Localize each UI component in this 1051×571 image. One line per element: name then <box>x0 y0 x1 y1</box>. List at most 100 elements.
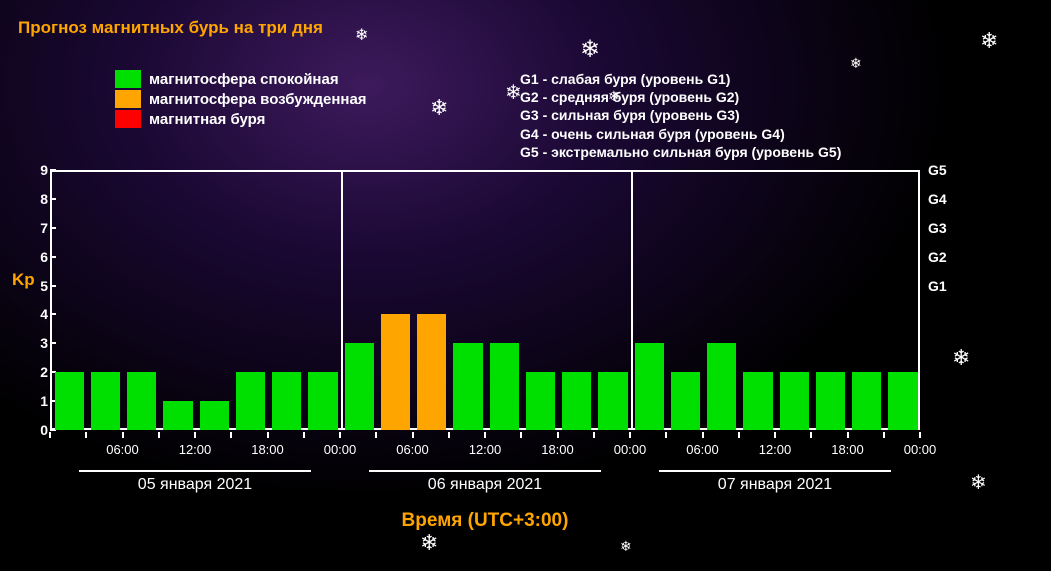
y-tick-label: 8 <box>40 191 48 207</box>
x-tick-mark <box>375 432 377 438</box>
g-tick-label: G2 <box>928 249 947 265</box>
x-tick-label: 12:00 <box>759 442 792 457</box>
g-scale-description: G2 - средняя буря (уровень G2) <box>520 88 841 106</box>
x-tick-mark <box>520 432 522 438</box>
x-axis-title: Время (UTC+3:00) <box>50 510 920 532</box>
kp-bar <box>91 372 120 430</box>
legend-item: магнитная буря <box>115 110 367 128</box>
snowflake-icon: ❄ <box>430 95 448 121</box>
chart-bars <box>50 170 920 430</box>
y-tick-label: 2 <box>40 364 48 380</box>
kp-bar <box>417 314 446 430</box>
y-axis-ticks: 0123456789 <box>28 170 48 430</box>
x-tick-label: 06:00 <box>396 442 429 457</box>
g-tick-label: G3 <box>928 220 947 236</box>
x-tick-mark <box>774 432 776 438</box>
y-tick-label: 6 <box>40 249 48 265</box>
date-label: 05 января 2021 <box>138 476 252 494</box>
kp-bar <box>780 372 809 430</box>
legend-swatch <box>115 110 141 128</box>
x-tick-mark <box>665 432 667 438</box>
kp-bar <box>562 372 591 430</box>
snowflake-icon: ❄ <box>970 470 987 495</box>
x-tick-mark <box>158 432 160 438</box>
x-tick-mark <box>339 432 341 438</box>
x-tick-mark <box>593 432 595 438</box>
legend-swatch <box>115 70 141 88</box>
y-tick-label: 3 <box>40 335 48 351</box>
kp-bar <box>743 372 772 430</box>
g-scale-ticks: G1G2G3G4G5 <box>922 170 952 430</box>
kp-bar <box>453 343 482 430</box>
x-tick-mark <box>847 432 849 438</box>
kp-bar <box>598 372 627 430</box>
kp-bar <box>308 372 337 430</box>
x-tick-mark <box>702 432 704 438</box>
y-tick-label: 0 <box>40 422 48 438</box>
legend-label: магнитная буря <box>149 111 265 128</box>
x-tick-label: 18:00 <box>831 442 864 457</box>
kp-bar <box>272 372 301 430</box>
date-label: 06 января 2021 <box>428 476 542 494</box>
x-tick-label: 12:00 <box>469 442 502 457</box>
x-tick-mark <box>122 432 124 438</box>
snowflake-icon: ❄ <box>952 345 970 371</box>
g-tick-label: G4 <box>928 191 947 207</box>
y-tick-label: 4 <box>40 306 48 322</box>
x-tick-label: 06:00 <box>686 442 719 457</box>
legend-left: магнитосфера спокойная магнитосфера возбу… <box>115 70 367 130</box>
x-tick-label: 12:00 <box>179 442 212 457</box>
snowflake-icon: ❄ <box>355 25 368 45</box>
legend-label: магнитосфера возбужденная <box>149 91 367 108</box>
x-tick-mark <box>49 432 51 438</box>
snowflake-icon: ❄ <box>620 538 632 555</box>
snowflake-icon: ❄ <box>420 530 438 556</box>
x-tick-mark <box>448 432 450 438</box>
x-tick-mark <box>267 432 269 438</box>
x-tick-label: 00:00 <box>614 442 647 457</box>
legend-item: магнитосфера спокойная <box>115 70 367 88</box>
date-overline <box>369 470 601 472</box>
legend-right: G1 - слабая буря (уровень G1)G2 - средня… <box>520 70 841 161</box>
page-title: Прогноз магнитных бурь на три дня <box>18 18 323 38</box>
x-tick-label: 00:00 <box>324 442 357 457</box>
kp-bar <box>345 343 374 430</box>
legend-item: магнитосфера возбужденная <box>115 90 367 108</box>
kp-bar <box>55 372 84 430</box>
x-tick-mark <box>303 432 305 438</box>
x-tick-mark <box>557 432 559 438</box>
kp-bar <box>888 372 917 430</box>
kp-bar <box>671 372 700 430</box>
x-tick-mark <box>230 432 232 438</box>
kp-bar <box>490 343 519 430</box>
date-label: 07 января 2021 <box>718 476 832 494</box>
x-tick-mark <box>629 432 631 438</box>
g-scale-description: G3 - сильная буря (уровень G3) <box>520 106 841 124</box>
x-tick-mark <box>85 432 87 438</box>
legend-label: магнитосфера спокойная <box>149 71 339 88</box>
kp-bar <box>816 372 845 430</box>
x-tick-mark <box>919 432 921 438</box>
g-scale-description: G5 - экстремально сильная буря (уровень … <box>520 143 841 161</box>
x-tick-mark <box>484 432 486 438</box>
x-tick-label: 18:00 <box>251 442 284 457</box>
x-tick-mark <box>412 432 414 438</box>
g-tick-label: G5 <box>928 162 947 178</box>
x-tick-label: 00:00 <box>904 442 937 457</box>
g-scale-description: G4 - очень сильная буря (уровень G4) <box>520 125 841 143</box>
x-tick-label: 18:00 <box>541 442 574 457</box>
snowflake-icon: ❄ <box>850 55 862 72</box>
kp-bar <box>635 343 664 430</box>
date-overline <box>659 470 891 472</box>
kp-bar <box>852 372 881 430</box>
y-tick-label: 7 <box>40 220 48 236</box>
snowflake-icon: ❄ <box>580 35 600 64</box>
x-tick-mark <box>194 432 196 438</box>
kp-bar <box>127 372 156 430</box>
x-tick-mark <box>810 432 812 438</box>
kp-bar <box>526 372 555 430</box>
y-tick-label: 9 <box>40 162 48 178</box>
g-scale-description: G1 - слабая буря (уровень G1) <box>520 70 841 88</box>
kp-bar <box>707 343 736 430</box>
x-tick-mark <box>883 432 885 438</box>
